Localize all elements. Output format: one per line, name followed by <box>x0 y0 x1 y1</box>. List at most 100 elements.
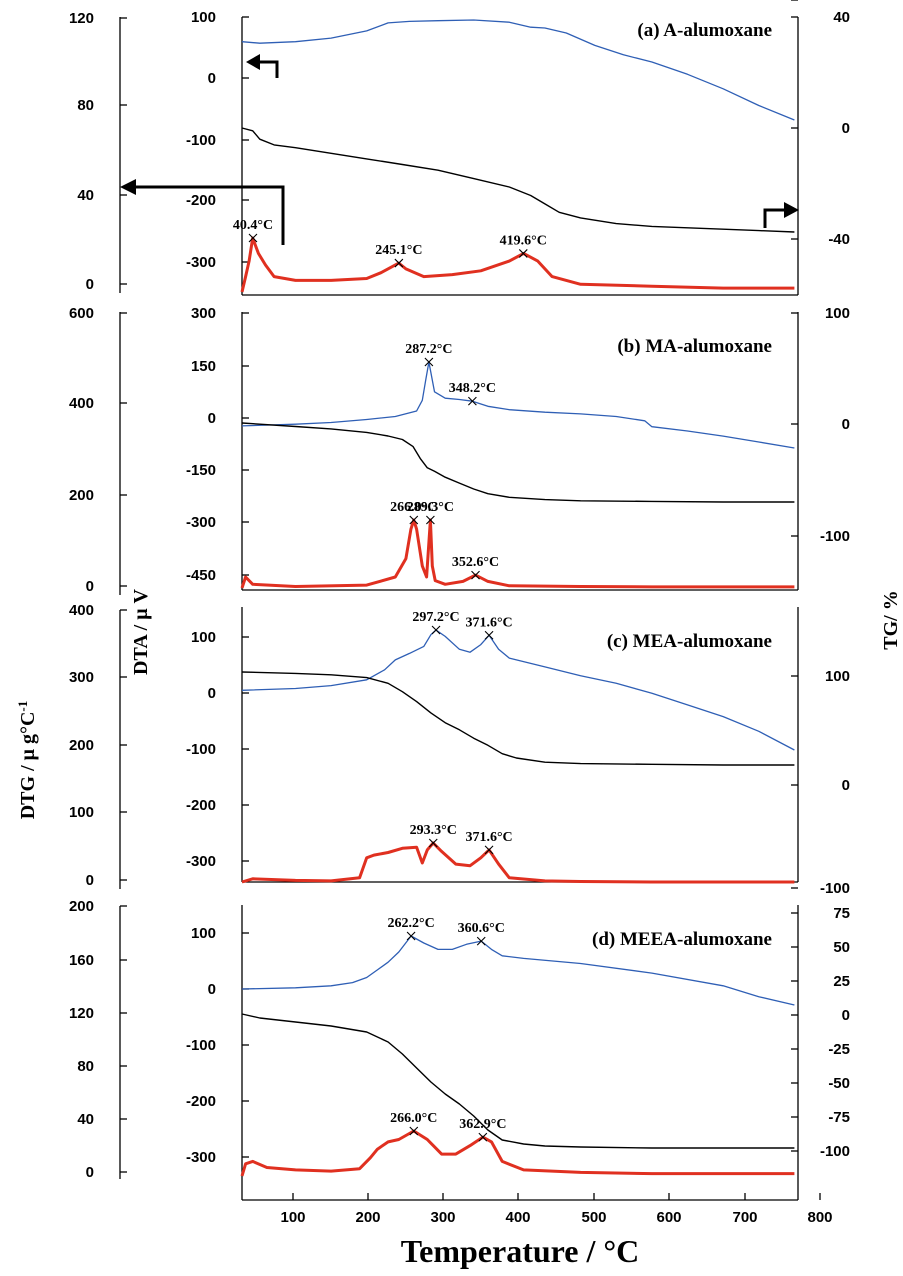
dta-tick-label: 150 <box>191 358 216 375</box>
dta-tick-label: -100 <box>186 741 216 758</box>
tg-tick-label: -100 <box>820 528 850 545</box>
peak-label: 297.2°C <box>412 610 459 625</box>
dta-tick-label: -300 <box>186 1149 216 1166</box>
tg-tick-label: -50 <box>828 1075 850 1092</box>
dtg-tick-label: 80 <box>77 1058 94 1075</box>
dta-tick-label: 0 <box>208 981 216 998</box>
peak-marker <box>426 515 435 525</box>
right-axis-title: TG/ % <box>880 590 902 649</box>
peak-label: 266.0°C <box>390 500 437 515</box>
peak-label: 262.2°C <box>387 916 434 931</box>
tg-tick-label: 100 <box>825 305 850 322</box>
peak-label: 293.3°C <box>410 823 457 838</box>
panel-title-2: (b) MA-alumoxane <box>617 336 772 357</box>
dtg-tick-label: 0 <box>86 1164 94 1181</box>
dtg-tick-label: 300 <box>69 669 94 686</box>
tg-tick-label: 0 <box>842 777 850 794</box>
dta-tick-label: 100 <box>191 629 216 646</box>
panel-titles: (a) A-alumoxane (b) MA-alumoxane (c) MEA-a… <box>592 20 772 950</box>
dta-tick-label: -200 <box>186 192 216 209</box>
dta-tick-label: 0 <box>208 410 216 427</box>
peak-label: 362.9°C <box>459 1117 506 1132</box>
dtg-tick-label: 120 <box>69 1005 94 1022</box>
dta-tick-label: 0 <box>208 685 216 702</box>
dta-tick-label: 300 <box>191 305 216 322</box>
dtg-curve-2 <box>240 518 795 589</box>
dta-curve-4 <box>241 935 795 1006</box>
dtg-tick-label: 120 <box>69 10 94 27</box>
dtg-tick-label: 400 <box>69 602 94 619</box>
tg-curve-4 <box>241 1013 795 1149</box>
data-curves <box>240 19 795 1177</box>
peak-marker <box>431 625 441 635</box>
peak-label: 371.6°C <box>465 615 512 630</box>
tg-tick-label: 100 <box>825 668 850 685</box>
dta-tick-label: -200 <box>186 1093 216 1110</box>
peak-marker <box>471 570 480 580</box>
tg-tick-label: -200 <box>820 0 850 4</box>
dtg-tick-label: 0 <box>86 276 94 293</box>
dtg-tick-label: 160 <box>69 952 94 969</box>
peak-label: 419.6°C <box>500 233 547 248</box>
peak-label: 40.4°C <box>233 218 273 233</box>
tg-tick-label: 50 <box>833 939 850 956</box>
dtg-tick-label: 0 <box>86 872 94 889</box>
peak-marker <box>476 936 486 946</box>
tick-labels: 120804001000-100-200-300400-406004002000… <box>69 0 850 1226</box>
dta-curve-1 <box>241 19 795 121</box>
peak-label: 266.0°C <box>390 1111 437 1126</box>
panel-title-1: (a) A-alumoxane <box>637 20 772 41</box>
peak-marker <box>478 1132 488 1142</box>
tg-arrowhead <box>784 202 799 218</box>
dta-tick-label: -200 <box>186 797 216 814</box>
dtg-curve-4 <box>240 1129 795 1177</box>
x-tick-label: 300 <box>430 1209 455 1226</box>
x-tick-label: 800 <box>807 1209 832 1226</box>
dta-tick-label: -300 <box>186 254 216 271</box>
peak-label: 371.6°C <box>465 830 512 845</box>
tg-tick-label: 0 <box>842 416 850 433</box>
peak-label: 287.2°C <box>405 342 452 357</box>
dta-tick-label: 0 <box>208 70 216 87</box>
tg-tick-label: -25 <box>828 1041 850 1058</box>
peak-marker <box>484 845 494 855</box>
tg-tick-label: -100 <box>820 1143 850 1160</box>
dtg-tick-label: 200 <box>69 737 94 754</box>
dta-tick-label: -450 <box>186 567 216 584</box>
dtg-arrowhead <box>120 179 136 195</box>
peak-label: 360.6°C <box>458 921 505 936</box>
peak-marker <box>394 258 404 268</box>
dta-curve-2 <box>241 361 795 449</box>
left-axis-title: DTG / μ g°C-1 <box>15 701 39 820</box>
peak-label: 352.6°C <box>452 555 499 570</box>
tg-tick-label: -40 <box>828 231 850 248</box>
x-tick-label: 200 <box>355 1209 380 1226</box>
dtg-tick-label: 400 <box>69 395 94 412</box>
x-tick-label: 700 <box>732 1209 757 1226</box>
x-tick-label: 500 <box>581 1209 606 1226</box>
dtg-tick-label: 100 <box>69 804 94 821</box>
tg-tick-label: 40 <box>833 9 850 26</box>
peak-marker <box>518 249 528 258</box>
x-tick-label: 600 <box>656 1209 681 1226</box>
dtg-tick-label: 80 <box>77 97 94 114</box>
tg-curve-3 <box>241 671 795 766</box>
dta-tick-label: -100 <box>186 1037 216 1054</box>
dtg-tick-label: 0 <box>86 578 94 595</box>
dta-tick-label: -300 <box>186 853 216 870</box>
plot-frames <box>119 0 821 1201</box>
dtg-curve-3 <box>241 841 795 884</box>
axis-arrows <box>120 54 799 245</box>
peak-label: 289.3°C <box>407 500 454 515</box>
x-tick-label: 400 <box>505 1209 530 1226</box>
dta-tick-label: -150 <box>186 462 216 479</box>
tg-tick-label: 75 <box>833 905 850 922</box>
tg-tick-label: 25 <box>833 973 850 990</box>
x-tick-label: 100 <box>280 1209 305 1226</box>
tg-curve-2 <box>241 422 795 503</box>
peak-label: 245.1°C <box>375 243 422 258</box>
tg-tick-label: -100 <box>820 880 850 897</box>
peak-marker <box>428 838 438 848</box>
dtg-tick-label: 40 <box>77 187 94 204</box>
